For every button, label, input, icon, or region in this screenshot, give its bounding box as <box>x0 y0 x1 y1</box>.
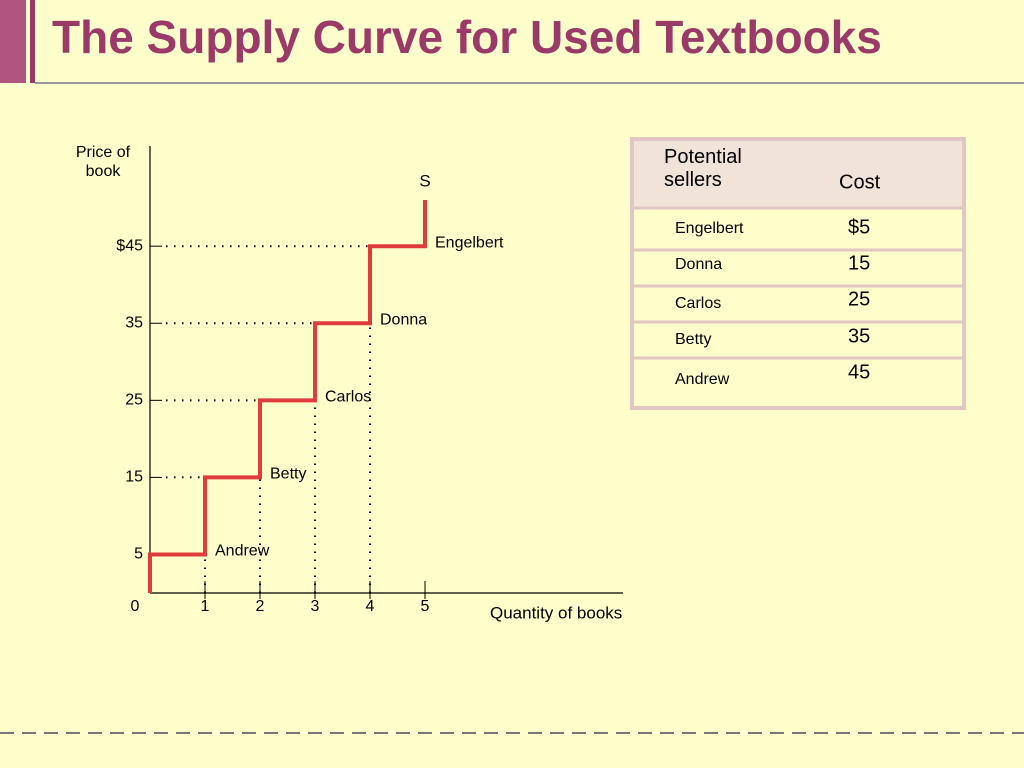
annotation: Andrew <box>215 543 270 560</box>
x-tick-label: 3 <box>311 598 320 615</box>
seller-cost: 25 <box>848 288 870 310</box>
y-tick-label: 5 <box>134 546 143 563</box>
header-cell: Potential sellers <box>664 146 742 191</box>
y-axis-label-box: Price of book <box>75 144 131 180</box>
annotation: Donna <box>380 311 427 328</box>
annotation: Betty <box>270 466 306 483</box>
title-bar-gap <box>26 0 30 83</box>
header-text: Cost <box>839 171 881 193</box>
title-bar <box>30 0 35 83</box>
seller-name: Engelbert <box>675 220 744 237</box>
y-tick-label: 25 <box>125 392 143 409</box>
annotation: Carlos <box>325 389 371 406</box>
series-label: S <box>419 171 430 190</box>
x-tick-label: 1 <box>201 598 210 615</box>
x-tick-label: 5 <box>421 598 430 615</box>
seller-name: Andrew <box>675 371 730 388</box>
table: Potential sellers Cost Engelbert $5 Donna 1… <box>630 137 966 410</box>
x-axis-label: Quantity of books <box>490 603 622 622</box>
seller-cost: 35 <box>848 325 870 347</box>
table-header-bg <box>634 141 962 207</box>
x-tick-label: 4 <box>366 598 375 615</box>
y-axis-label: Price of book <box>75 144 131 180</box>
title: The Supply Curve for Used Textbooks <box>52 11 882 63</box>
header-text: Potential sellers <box>664 146 742 191</box>
y-tick-label: 35 <box>125 314 143 331</box>
seller-cost: 45 <box>848 361 870 383</box>
x-tick-label: 0 <box>131 598 140 615</box>
seller-name: Betty <box>675 331 711 348</box>
seller-name: Donna <box>675 256 722 273</box>
title-bar <box>0 0 26 83</box>
seller-name: Carlos <box>675 295 721 312</box>
supply-line <box>148 199 427 593</box>
y-tick-label: 15 <box>125 469 143 486</box>
annotation: Engelbert <box>435 234 504 251</box>
seller-cost: $5 <box>848 216 870 238</box>
seller-cost: 15 <box>848 252 870 274</box>
x-tick-label: 2 <box>256 598 265 615</box>
y-tick-label: $45 <box>116 237 143 254</box>
